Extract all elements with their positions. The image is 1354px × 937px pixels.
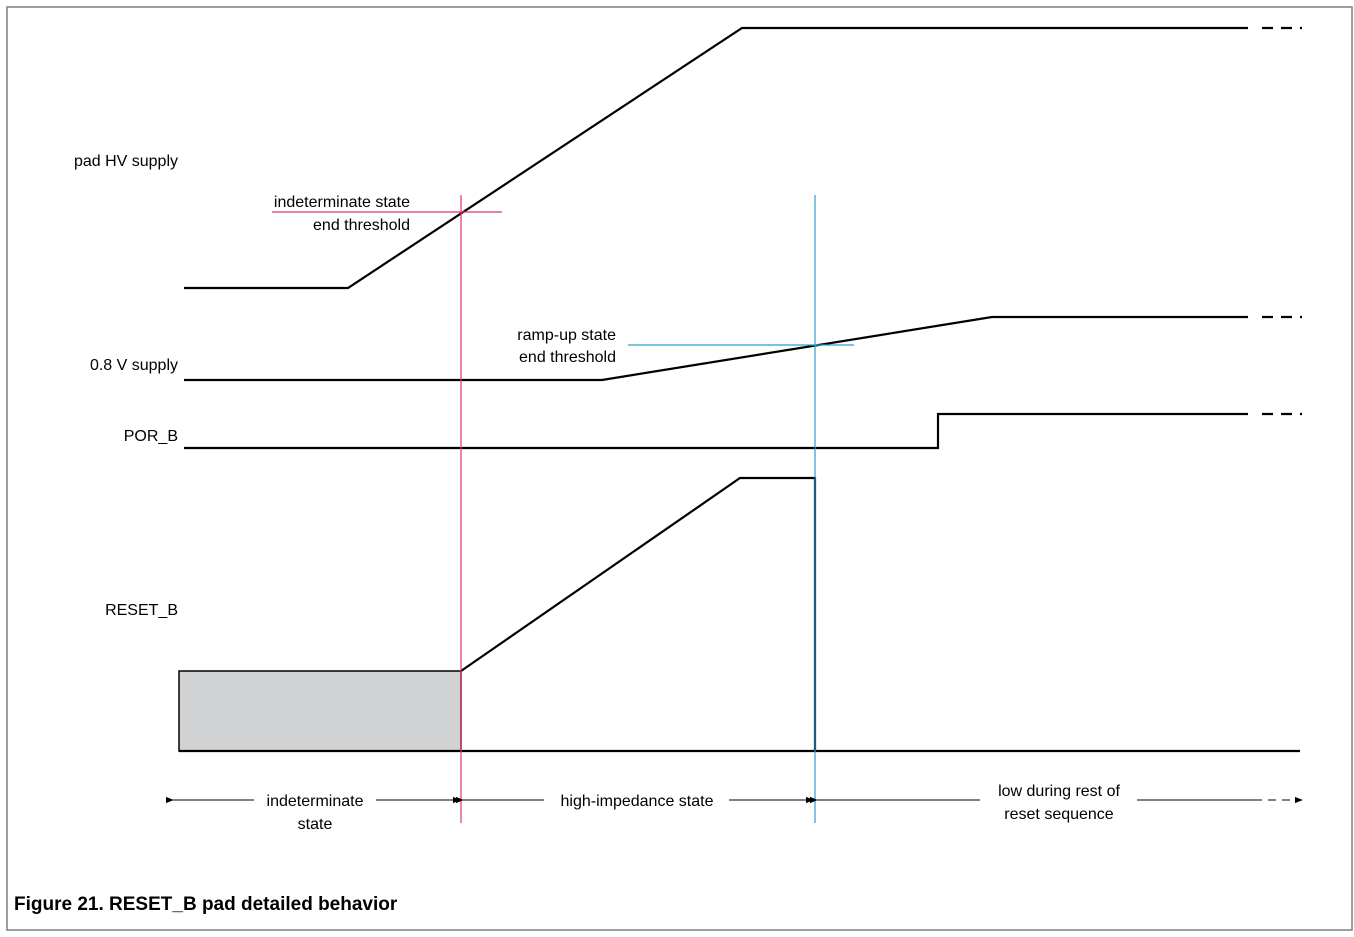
por-b-waveform xyxy=(184,412,1248,450)
phase-low-label-1: low during rest of xyxy=(998,783,1120,800)
label-reset-b: RESET_B xyxy=(105,602,178,619)
figure-border xyxy=(6,6,1353,931)
label-0v8-supply: 0.8 V supply xyxy=(90,357,178,374)
pad-hv-supply-waveform xyxy=(184,26,1248,290)
label-pad-hv-supply: pad HV supply xyxy=(74,153,178,170)
rampup-threshold-label-1: ramp-up state xyxy=(517,327,616,344)
figure-caption: Figure 21. RESET_B pad detailed behavior xyxy=(14,894,398,915)
reset-b-indeterminate-area xyxy=(178,670,462,752)
label-por-b: POR_B xyxy=(124,428,178,445)
indeterminate-threshold-label-2: end threshold xyxy=(313,217,410,234)
indeterminate-threshold-label-1: indeterminate state xyxy=(274,194,410,211)
phase-indeterminate-label-2: state xyxy=(298,816,333,833)
phase-low-label-2: reset sequence xyxy=(1004,806,1114,823)
phase-indeterminate-label-1: indeterminate xyxy=(267,793,364,810)
phase-high-impedance-label: high-impedance state xyxy=(561,793,714,810)
rampup-threshold-label-2: end threshold xyxy=(519,349,616,366)
reset-b-waveform xyxy=(460,476,817,751)
supply-0v8-waveform xyxy=(184,315,1248,382)
